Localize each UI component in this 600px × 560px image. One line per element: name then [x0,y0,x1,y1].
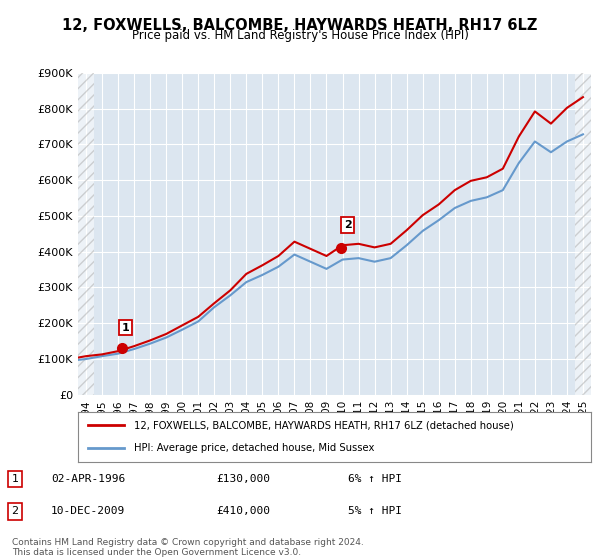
Bar [575,73,591,395]
Text: Contains HM Land Registry data © Crown copyright and database right 2024.
This d: Contains HM Land Registry data © Crown c… [12,538,364,557]
Text: £130,000: £130,000 [216,474,270,484]
Text: 12, FOXWELLS, BALCOMBE, HAYWARDS HEATH, RH17 6LZ (detached house): 12, FOXWELLS, BALCOMBE, HAYWARDS HEATH, … [134,420,514,430]
Text: 1: 1 [121,323,129,333]
Text: 12, FOXWELLS, BALCOMBE, HAYWARDS HEATH, RH17 6LZ: 12, FOXWELLS, BALCOMBE, HAYWARDS HEATH, … [62,18,538,33]
Text: Price paid vs. HM Land Registry's House Price Index (HPI): Price paid vs. HM Land Registry's House … [131,29,469,42]
Bar [78,73,94,395]
Text: HPI: Average price, detached house, Mid Sussex: HPI: Average price, detached house, Mid … [134,444,375,454]
Text: 10-DEC-2009: 10-DEC-2009 [51,506,125,516]
Text: 2: 2 [11,506,19,516]
Text: £410,000: £410,000 [216,506,270,516]
Text: 1: 1 [11,474,19,484]
Text: 02-APR-1996: 02-APR-1996 [51,474,125,484]
Text: 5% ↑ HPI: 5% ↑ HPI [348,506,402,516]
Text: 6% ↑ HPI: 6% ↑ HPI [348,474,402,484]
Text: 2: 2 [344,220,352,230]
